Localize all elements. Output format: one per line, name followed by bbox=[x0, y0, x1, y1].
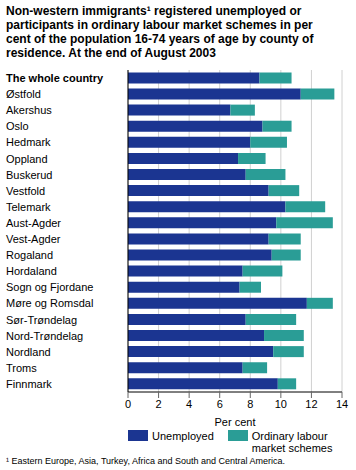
svg-text:Hedmark: Hedmark bbox=[8, 136, 51, 148]
svg-text:2: 2 bbox=[156, 398, 162, 410]
svg-text:Møre og Romsdal: Møre og Romsdal bbox=[8, 297, 93, 309]
svg-text:Per cent: Per cent bbox=[215, 416, 256, 428]
svg-text:Troms: Troms bbox=[8, 362, 37, 374]
svg-text:Finnmark: Finnmark bbox=[8, 378, 52, 390]
svg-text:6: 6 bbox=[217, 398, 223, 410]
html-text:Non-western immigrants¹ regist: Non-western immigrants¹ registered unemp… bbox=[6, 4, 314, 60]
svg-text:Buskerud: Buskerud bbox=[8, 169, 52, 181]
svg-text:Østfold: Østfold bbox=[8, 88, 41, 100]
svg-text:Oslo: Oslo bbox=[8, 120, 29, 132]
svg-text:10: 10 bbox=[275, 398, 287, 410]
svg-text:Vestfold: Vestfold bbox=[8, 185, 45, 197]
svg-text:12: 12 bbox=[305, 398, 317, 410]
svg-text:14: 14 bbox=[336, 398, 348, 410]
svg-text:4: 4 bbox=[186, 398, 192, 410]
svg-text:0: 0 bbox=[125, 398, 131, 410]
svg-text:Sogn og Fjordane: Sogn og Fjordane bbox=[8, 281, 93, 293]
svg-text:Sør-Trøndelag: Sør-Trøndelag bbox=[8, 314, 77, 326]
svg-text:Aust-Agder: Aust-Agder bbox=[8, 217, 61, 229]
html-text:Ordinary labour market schemes: Ordinary labour market schemes bbox=[251, 430, 333, 454]
svg-text:Akershus: Akershus bbox=[8, 104, 52, 116]
svg-text:Oppland: Oppland bbox=[8, 153, 48, 165]
svg-text:Vest-Agder: Vest-Agder bbox=[8, 233, 61, 245]
svg-text:Nord-Trøndelag: Nord-Trøndelag bbox=[8, 330, 83, 342]
svg-text:8: 8 bbox=[247, 398, 253, 410]
svg-text:Telemark: Telemark bbox=[8, 201, 51, 213]
svg-text:Rogaland: Rogaland bbox=[8, 249, 53, 261]
svg-text:Hordaland: Hordaland bbox=[8, 265, 57, 277]
svg-text:Nordland: Nordland bbox=[8, 346, 51, 358]
html-text:¹ Eastern Europe, Asia, Turkey: ¹ Eastern Europe, Asia, Turkey, Africa a… bbox=[6, 456, 285, 466]
svg-text:The whole country: The whole country bbox=[8, 72, 104, 84]
html-text:Unemployed: Unemployed bbox=[152, 430, 214, 442]
